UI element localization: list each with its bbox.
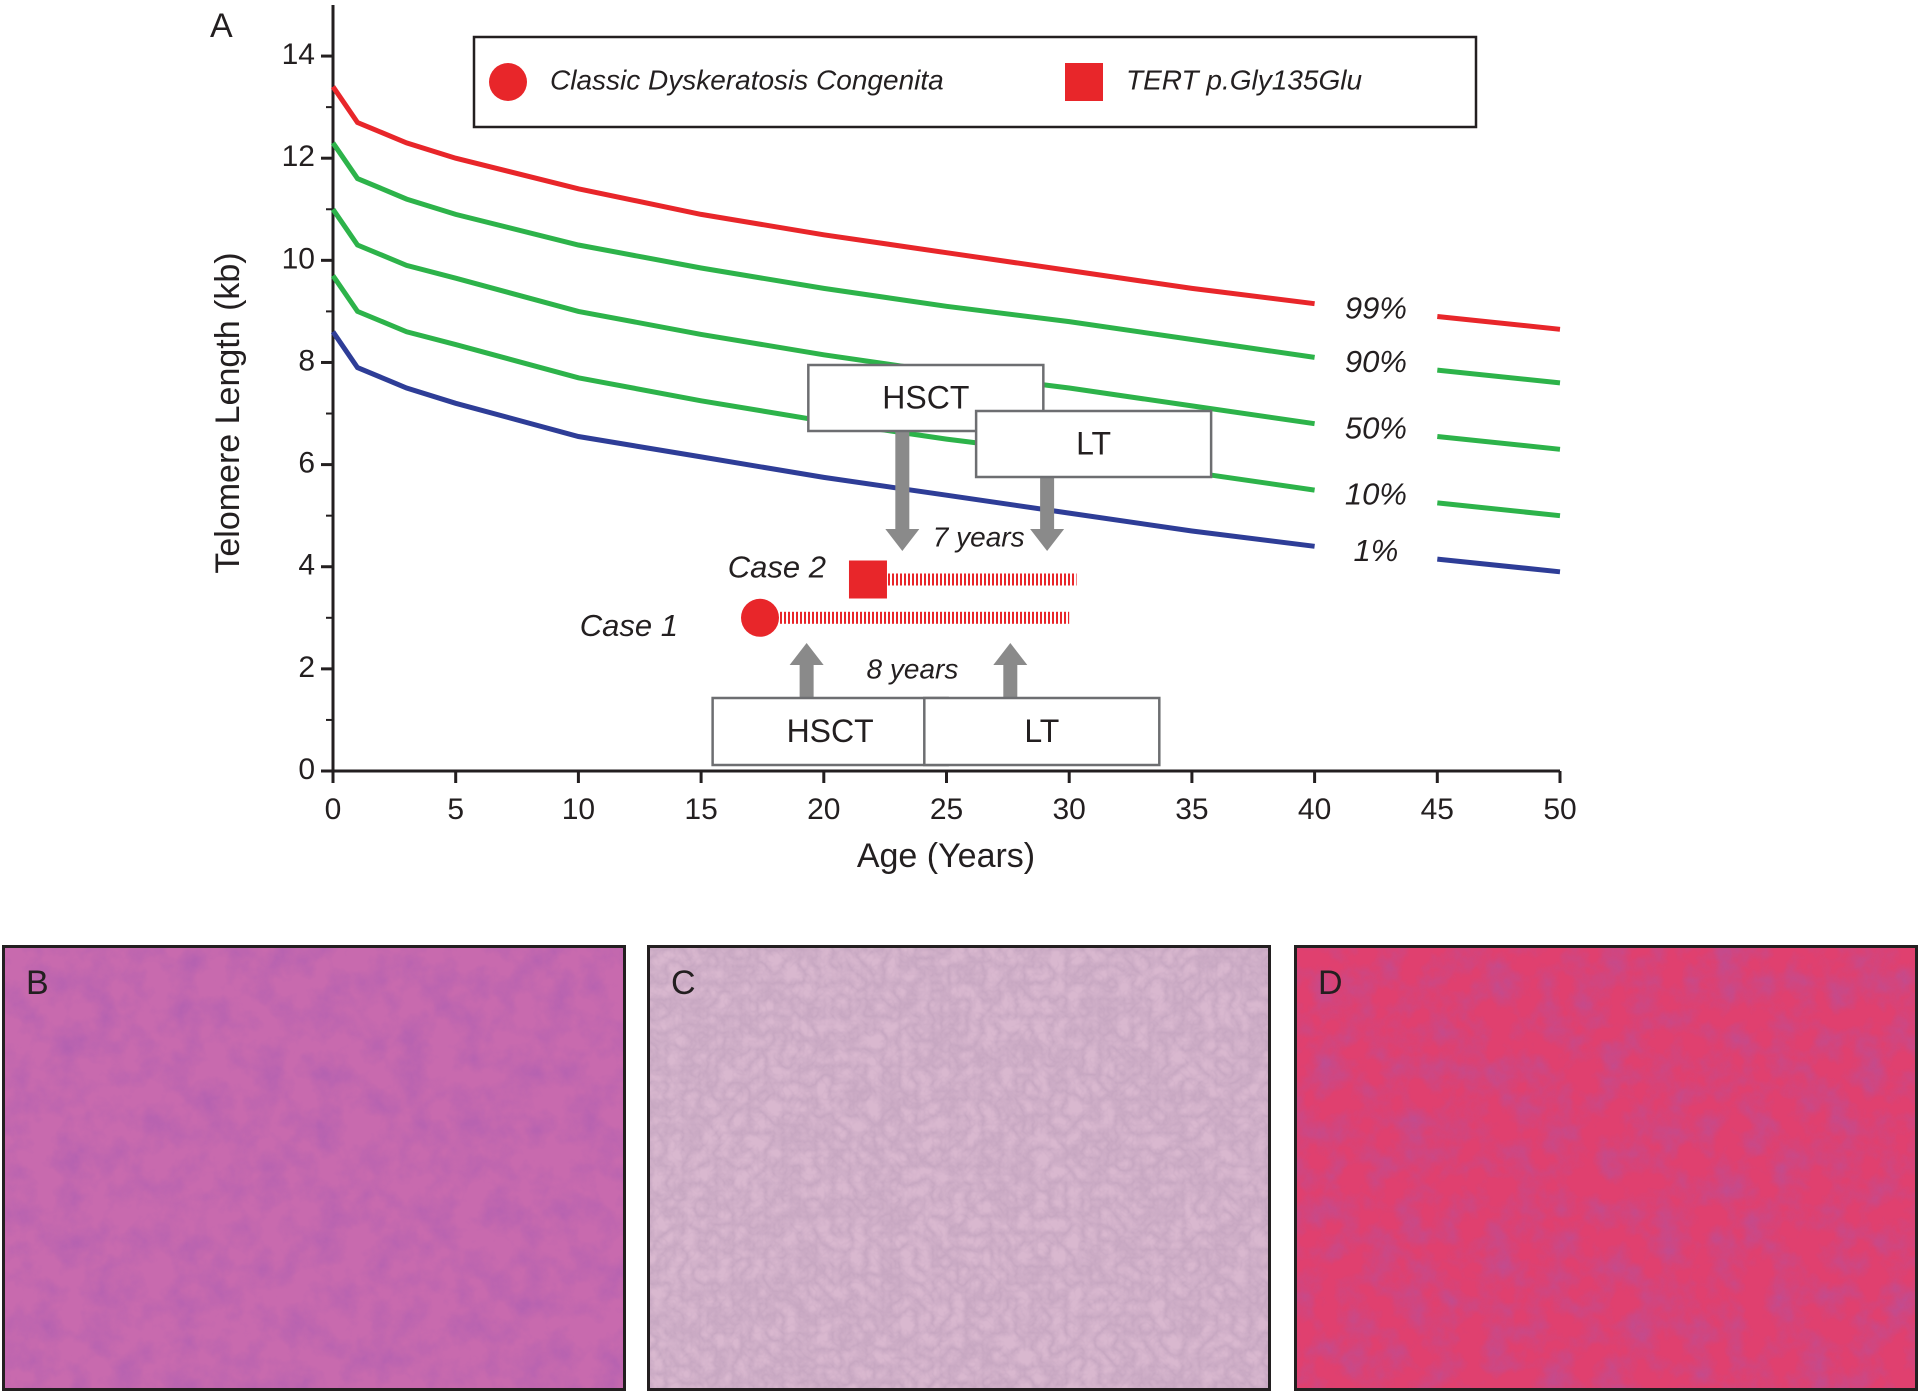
transplant-arrow	[1040, 477, 1055, 529]
x-tick-label: 15	[684, 793, 717, 826]
legend-label: Classic Dyskeratosis Congenita	[550, 64, 944, 95]
transplant-arrow	[1003, 665, 1018, 698]
x-axis-label: Age (Years)	[857, 837, 1035, 875]
interval-label: 8 years	[867, 653, 959, 684]
panel-label: D	[1318, 964, 1343, 1002]
transplant-arrow	[799, 665, 814, 698]
transplant-box	[923, 696, 1161, 767]
y-tick-label: 0	[298, 753, 315, 786]
case-marker	[740, 598, 779, 637]
percentile-label: 50%	[1345, 410, 1407, 445]
panel-frame	[647, 945, 1271, 1391]
x-tick-label: 0	[325, 793, 342, 826]
percentile-line	[330, 330, 1561, 575]
percentile-label: 90%	[1345, 344, 1407, 379]
x-tick-label: 25	[930, 793, 963, 826]
y-tick-label: 2	[298, 651, 315, 684]
x-tick-label: 10	[562, 793, 595, 826]
y-tick-label: 8	[298, 344, 315, 377]
x-tick-label: 5	[447, 793, 464, 826]
transplant-label: HSCT	[882, 379, 969, 415]
case-label: Case 1	[580, 608, 678, 643]
legend-label: TERT p.Gly135Glu	[1126, 64, 1362, 95]
x-tick-label: 40	[1298, 793, 1331, 826]
transplant-label: LT	[1076, 425, 1111, 461]
percentile-label: 99%	[1345, 290, 1407, 325]
percentile-line	[330, 141, 1561, 386]
case-label: Case 2	[728, 550, 826, 585]
percentile-line	[330, 207, 1561, 452]
transplant-arrow-head	[1030, 529, 1065, 551]
percentile-line	[330, 85, 1561, 332]
y-tick-label: 14	[282, 38, 315, 71]
panel-label: A	[210, 7, 233, 45]
x-tick-label: 20	[807, 793, 840, 826]
y-tick-label: 6	[298, 447, 315, 480]
y-axis-label: Telomere Length (kb)	[209, 252, 247, 573]
transplant-label: LT	[1024, 713, 1059, 749]
panel-label: C	[671, 964, 696, 1002]
interval-label: 7 years	[933, 521, 1025, 552]
panel-frame	[2, 945, 626, 1391]
histology-texture	[647, 945, 1271, 1391]
legend-box	[472, 35, 1478, 129]
transplant-arrow-head	[885, 529, 920, 551]
x-tick-label: 50	[1543, 793, 1576, 826]
legend-marker	[489, 63, 527, 101]
panel-frame	[1294, 945, 1918, 1391]
y-tick-label: 12	[282, 140, 315, 173]
y-tick-label: 4	[298, 549, 315, 582]
legend-marker	[1065, 63, 1103, 101]
case-marker	[848, 560, 887, 599]
transplant-arrow	[895, 431, 910, 529]
transplant-label: HSCT	[787, 713, 874, 749]
transplant-arrow-head	[993, 643, 1028, 665]
x-tick-label: 35	[1175, 793, 1208, 826]
follow-up-line	[867, 573, 1077, 586]
transplant-arrow-head	[789, 643, 824, 665]
panel-label: B	[26, 964, 49, 1002]
x-tick-label: 30	[1053, 793, 1086, 826]
percentile-label: 10%	[1345, 477, 1407, 512]
follow-up-line	[759, 611, 1070, 624]
x-tick-label: 45	[1421, 793, 1454, 826]
histology-texture	[1294, 945, 1918, 1391]
y-tick-label: 10	[282, 242, 315, 275]
transplant-box	[974, 409, 1213, 479]
percentile-label: 1%	[1354, 533, 1399, 568]
histology-texture	[2, 945, 626, 1391]
